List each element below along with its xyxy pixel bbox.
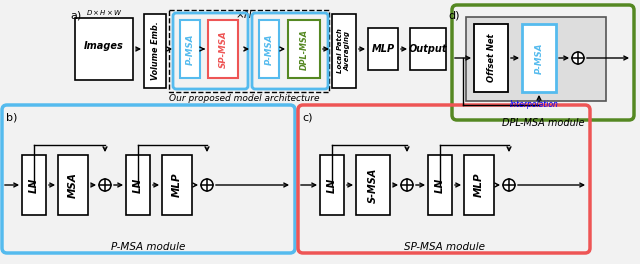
Bar (410, 28, 446, 70)
Circle shape (201, 179, 213, 191)
Bar (208, 20, 238, 78)
Text: b): b) (6, 112, 17, 122)
Bar (474, 24, 508, 92)
Text: SP-MSA: SP-MSA (218, 30, 227, 68)
Text: Volume Emb.: Volume Emb. (150, 22, 159, 80)
Bar (466, 17, 606, 101)
Text: P-MSA module: P-MSA module (111, 242, 185, 252)
Circle shape (401, 179, 413, 191)
Text: a): a) (70, 10, 81, 20)
Text: DPL-MSA module: DPL-MSA module (502, 118, 584, 128)
Bar (464, 155, 494, 215)
Text: P-MSA: P-MSA (264, 33, 273, 65)
Text: LN: LN (435, 177, 445, 193)
Text: $D\times H\times W$: $D\times H\times W$ (86, 8, 122, 17)
Text: DPL-MSA: DPL-MSA (300, 29, 308, 69)
Text: MLP: MLP (474, 173, 484, 197)
Text: c): c) (302, 112, 312, 122)
Text: SP-MSA module: SP-MSA module (403, 242, 484, 252)
Text: Images: Images (84, 41, 124, 51)
Circle shape (503, 179, 515, 191)
Text: LN: LN (29, 177, 39, 193)
Text: MLP: MLP (172, 173, 182, 197)
Bar (368, 28, 398, 70)
Circle shape (572, 52, 584, 64)
Text: MLP: MLP (371, 44, 395, 54)
Text: Output: Output (409, 44, 447, 54)
Circle shape (99, 179, 111, 191)
Bar (126, 155, 150, 215)
Text: P-MSA: P-MSA (534, 42, 543, 74)
Text: LN: LN (133, 177, 143, 193)
Text: MSA: MSA (68, 172, 78, 198)
Bar (144, 14, 166, 88)
Text: S-MSA: S-MSA (368, 167, 378, 203)
Bar (169, 10, 329, 92)
Bar (180, 20, 200, 78)
Bar (58, 155, 88, 215)
Bar (356, 155, 390, 215)
Text: Our proposed model architecture: Our proposed model architecture (169, 94, 319, 103)
Text: Interpolation: Interpolation (509, 100, 559, 109)
Bar (320, 155, 344, 215)
Bar (288, 20, 320, 78)
Text: Offset Net: Offset Net (486, 34, 495, 82)
Bar (22, 155, 46, 215)
Text: d): d) (448, 10, 460, 20)
Bar (75, 18, 133, 80)
Bar (522, 24, 556, 92)
Bar (162, 155, 192, 215)
Text: P-MSA: P-MSA (186, 33, 195, 65)
Bar (332, 14, 356, 88)
Bar (259, 20, 279, 78)
Bar (428, 155, 452, 215)
Text: Local Patch
Averaging: Local Patch Averaging (337, 29, 351, 73)
Text: LN: LN (327, 177, 337, 193)
Text: $\times N$: $\times N$ (235, 8, 253, 20)
